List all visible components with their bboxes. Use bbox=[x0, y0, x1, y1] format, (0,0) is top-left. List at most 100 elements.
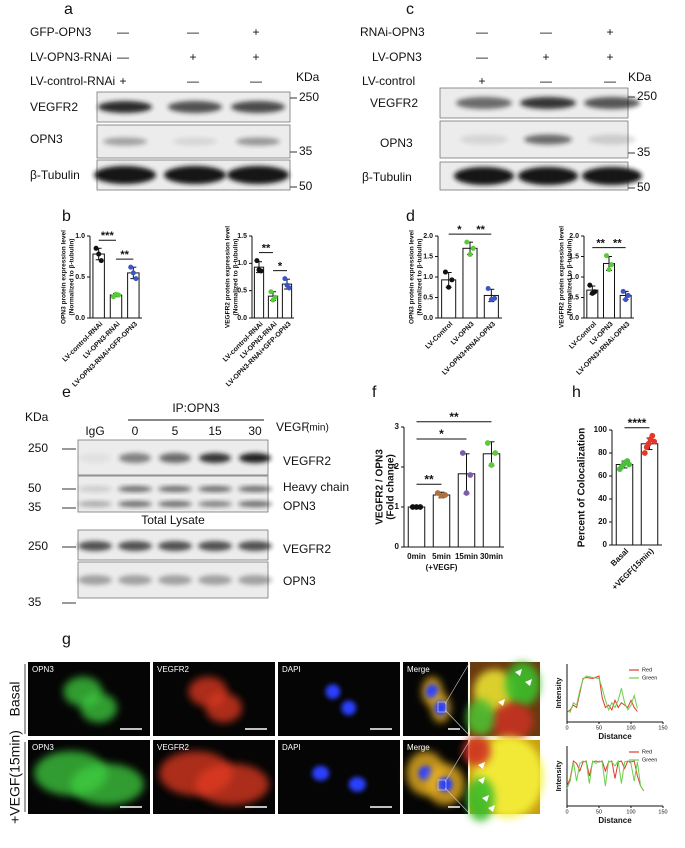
data-point bbox=[649, 432, 656, 439]
blot-band bbox=[518, 167, 578, 185]
channel-label: VEGFR2 bbox=[157, 665, 190, 674]
blot-band bbox=[199, 453, 231, 463]
x-tick-label: 0 bbox=[565, 725, 568, 731]
blot-band bbox=[239, 453, 271, 463]
panel-letter: c bbox=[406, 1, 414, 18]
data-point bbox=[626, 461, 633, 468]
marker-label: 35 bbox=[299, 144, 313, 158]
blot-band bbox=[582, 167, 642, 185]
blot-band bbox=[238, 486, 272, 492]
marker-label: 50 bbox=[637, 180, 651, 194]
data-point bbox=[459, 450, 466, 456]
band-label: VEGFR2 bbox=[30, 100, 78, 114]
nucleus bbox=[341, 700, 357, 716]
panel-letter: b bbox=[62, 208, 71, 225]
data-point bbox=[417, 504, 424, 510]
y-tick-label: 0.5 bbox=[423, 294, 433, 301]
blot-band bbox=[238, 541, 272, 551]
blot-band bbox=[198, 541, 232, 551]
data-point bbox=[449, 277, 455, 283]
panel-letter: e bbox=[62, 384, 71, 401]
bar bbox=[615, 464, 634, 546]
treatment-unit: (min) bbox=[306, 423, 329, 434]
blot-band bbox=[158, 575, 192, 585]
legend-label: Red bbox=[642, 667, 652, 673]
band-label: Heavy chain bbox=[283, 480, 349, 494]
band-label: OPN3 bbox=[30, 132, 63, 146]
data-point bbox=[467, 251, 473, 257]
condition-sign: — bbox=[250, 74, 262, 88]
y-axis-label: VEGFR2 / OPN3 bbox=[375, 449, 386, 525]
marker-label: 35 bbox=[28, 500, 42, 514]
lane-label: 5 bbox=[172, 424, 179, 438]
significance-label: **** bbox=[628, 416, 647, 430]
data-point bbox=[116, 292, 122, 298]
cell-signal bbox=[195, 763, 269, 806]
zoom-connector bbox=[444, 661, 471, 705]
blot-band bbox=[198, 501, 232, 507]
data-point bbox=[130, 270, 136, 276]
channel-label: DAPI bbox=[282, 743, 301, 752]
significance-label: ** bbox=[449, 410, 459, 424]
series-line bbox=[566, 675, 638, 714]
marker-label: 250 bbox=[28, 441, 48, 455]
blot-band bbox=[78, 501, 112, 507]
data-point bbox=[467, 472, 474, 478]
condition-sign: — bbox=[187, 74, 199, 88]
y-tick-label: 2.0 bbox=[423, 233, 433, 240]
data-point bbox=[128, 264, 134, 270]
y-tick-label: 0.0 bbox=[569, 315, 579, 322]
marker-label: 250 bbox=[637, 89, 657, 103]
y-tick-label: 2.0 bbox=[569, 233, 579, 240]
significance-label: ** bbox=[120, 249, 129, 261]
data-point bbox=[620, 288, 626, 294]
blot-band bbox=[118, 486, 152, 492]
y-tick-label: 1.5 bbox=[237, 233, 247, 240]
data-point bbox=[268, 289, 274, 295]
x-tick-label: 30min bbox=[480, 552, 503, 561]
arrowhead bbox=[525, 679, 532, 686]
y-tick-label: 0.0 bbox=[75, 315, 85, 322]
condition-sign: + bbox=[606, 25, 613, 39]
data-point bbox=[606, 267, 612, 273]
channel-label: OPN3 bbox=[32, 665, 54, 674]
lane-label: IgG bbox=[85, 424, 104, 438]
y-tick-label: 1.5 bbox=[569, 253, 579, 260]
bar bbox=[640, 443, 659, 546]
legend-label: Red bbox=[642, 749, 652, 755]
condition-sign: — bbox=[540, 25, 552, 39]
channel-label: Merge bbox=[407, 665, 430, 674]
blot-band bbox=[78, 486, 112, 492]
significance-label: * bbox=[278, 261, 283, 273]
blot-band bbox=[78, 575, 112, 585]
condition-label: LV-control bbox=[362, 74, 415, 88]
x-tick-label: 100 bbox=[626, 725, 635, 731]
y-tick-label: 0.0 bbox=[423, 315, 433, 322]
band-label: β-Tubulin bbox=[362, 170, 412, 184]
condition-sign: + bbox=[252, 50, 259, 64]
data-point bbox=[463, 490, 470, 496]
lane-label: 30 bbox=[248, 424, 262, 438]
x-tick-label: 50 bbox=[596, 809, 602, 815]
data-point bbox=[272, 294, 278, 300]
x-tick-label: 50 bbox=[596, 725, 602, 731]
data-point bbox=[592, 289, 598, 295]
condition-label: LV-control-RNAi bbox=[30, 74, 115, 88]
y-tick-label: 0.5 bbox=[75, 274, 85, 281]
blot-band bbox=[460, 134, 508, 145]
micrograph bbox=[278, 662, 400, 736]
zoom-signal bbox=[505, 662, 540, 707]
micrograph bbox=[278, 740, 400, 814]
blot-band bbox=[118, 501, 152, 507]
condition-sign: + bbox=[189, 50, 196, 64]
x-tick-label: 100 bbox=[626, 809, 635, 815]
arrowhead bbox=[478, 762, 485, 769]
blot-band bbox=[227, 166, 289, 184]
y-axis-label: Percent of Colocalization bbox=[577, 428, 588, 547]
zoom-connector bbox=[444, 709, 471, 737]
significance-label: * bbox=[457, 224, 462, 236]
blot-band bbox=[78, 541, 112, 551]
nucleus bbox=[312, 765, 330, 781]
blot-band bbox=[584, 97, 640, 109]
y-tick-label: 1.0 bbox=[75, 233, 85, 240]
